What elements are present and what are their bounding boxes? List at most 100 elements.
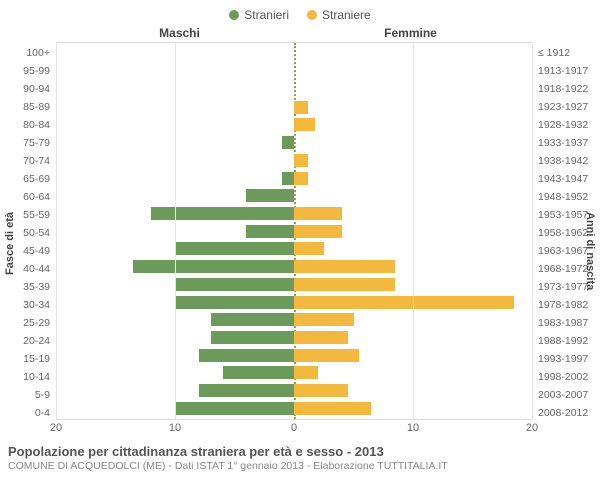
bar-row — [56, 240, 532, 258]
bar-female — [294, 349, 359, 362]
legend-swatch-male — [229, 10, 239, 20]
x-tick: 0 — [291, 422, 297, 434]
column-titles: Maschi Femmine — [6, 26, 594, 40]
legend-label-female: Straniere — [322, 8, 371, 22]
gridline — [56, 43, 57, 419]
bar-row — [56, 329, 532, 347]
bar-male — [223, 366, 294, 379]
y-tick-birth: 1913-1917 — [538, 62, 594, 80]
y-tick-age: 5-9 — [6, 386, 50, 404]
legend: Stranieri Straniere — [6, 8, 594, 22]
bar-female — [294, 313, 354, 326]
y-tick-age: 10-14 — [6, 368, 50, 386]
y-tick-birth: 2008-2012 — [538, 404, 594, 422]
bar-female — [294, 366, 318, 379]
bar-female — [294, 207, 342, 220]
bar-female — [294, 154, 308, 167]
bar-row — [56, 80, 532, 98]
bar-female — [294, 118, 315, 131]
bar-row — [56, 63, 532, 81]
y-tick-age: 85-89 — [6, 98, 50, 116]
y-tick-birth: 2003-2007 — [538, 386, 594, 404]
bar-female — [294, 278, 395, 291]
bar-row — [56, 134, 532, 152]
x-tick: 20 — [526, 422, 538, 434]
legend-label-male: Stranieri — [244, 8, 289, 22]
x-axis: 20 10 0 10 20 — [6, 422, 594, 438]
y-tick-birth: 1988-1992 — [538, 332, 594, 350]
x-tick: 10 — [407, 422, 419, 434]
chart-footer: Popolazione per cittadinanza straniera p… — [6, 444, 594, 472]
y-tick-birth: 1978-1982 — [538, 296, 594, 314]
bar-male — [211, 313, 294, 326]
gridline — [413, 43, 414, 419]
bar-female — [294, 260, 395, 273]
y-tick-age: 70-74 — [6, 152, 50, 170]
y-tick-age: 25-29 — [6, 314, 50, 332]
plot: Fasce di età Anni di nascita 100+95-9990… — [6, 42, 594, 420]
bar-row — [56, 45, 532, 63]
y-tick-age: 100+ — [6, 44, 50, 62]
bar-row — [56, 222, 532, 240]
y-tick-age: 30-34 — [6, 296, 50, 314]
y-tick-birth: 1998-2002 — [538, 368, 594, 386]
y-tick-birth: 1993-1997 — [538, 350, 594, 368]
bar-male — [282, 172, 294, 185]
y-tick-birth: 1943-1947 — [538, 170, 594, 188]
bar-row — [56, 311, 532, 329]
gridline — [175, 43, 176, 419]
y-tick-birth: 1923-1927 — [538, 98, 594, 116]
bar-female — [294, 172, 308, 185]
bar-male — [282, 136, 294, 149]
bar-row — [56, 258, 532, 276]
bar-female — [294, 296, 514, 309]
bar-male — [211, 331, 294, 344]
bar-row — [56, 346, 532, 364]
y-axis-label-right: Anni di nascita — [584, 212, 596, 290]
bar-row — [56, 399, 532, 417]
y-tick-birth: 1938-1942 — [538, 152, 594, 170]
column-title-left: Maschi — [64, 26, 295, 40]
legend-item-male: Stranieri — [229, 8, 289, 22]
bar-row — [56, 204, 532, 222]
chart-subtitle: COMUNE DI ACQUEDOLCI (ME) - Dati ISTAT 1… — [8, 460, 592, 472]
bar-male — [175, 402, 294, 415]
bar-male — [133, 260, 294, 273]
bar-female — [294, 225, 342, 238]
y-tick-age: 0-4 — [6, 404, 50, 422]
bar-row — [56, 98, 532, 116]
column-title-right: Femmine — [295, 26, 526, 40]
bar-female — [294, 331, 348, 344]
x-tick: 10 — [169, 422, 181, 434]
bar-row — [56, 293, 532, 311]
y-tick-birth: 1983-1987 — [538, 314, 594, 332]
y-tick-birth: 1933-1937 — [538, 134, 594, 152]
y-tick-birth: 1918-1922 — [538, 80, 594, 98]
y-tick-age: 65-69 — [6, 170, 50, 188]
legend-swatch-female — [307, 10, 317, 20]
y-tick-age: 15-19 — [6, 350, 50, 368]
bar-female — [294, 402, 371, 415]
bar-male — [175, 296, 294, 309]
y-tick-age: 95-99 — [6, 62, 50, 80]
y-tick-age: 20-24 — [6, 332, 50, 350]
y-tick-age: 35-39 — [6, 278, 50, 296]
y-tick-age: 60-64 — [6, 188, 50, 206]
legend-item-female: Straniere — [307, 8, 371, 22]
x-axis-area: 201001020 — [56, 422, 532, 438]
x-tick: 20 — [50, 422, 62, 434]
bar-row — [56, 275, 532, 293]
bar-row — [56, 151, 532, 169]
bar-rows — [56, 45, 532, 417]
bar-row — [56, 169, 532, 187]
bar-male — [151, 207, 294, 220]
gridline — [532, 43, 533, 419]
bar-row — [56, 364, 532, 382]
y-axis-label-left: Fasce di età — [4, 212, 16, 275]
bar-row — [56, 382, 532, 400]
bar-female — [294, 242, 324, 255]
bar-row — [56, 187, 532, 205]
bar-male — [175, 242, 294, 255]
bar-male — [246, 225, 294, 238]
plot-area — [56, 42, 532, 420]
